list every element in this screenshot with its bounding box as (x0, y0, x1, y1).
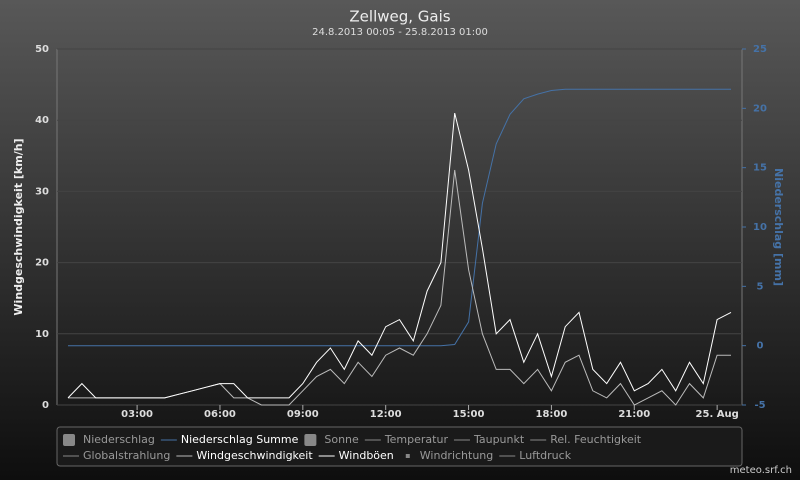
x-tick-label: 18:00 (535, 409, 567, 420)
legend-item[interactable]: Sonne (304, 433, 359, 446)
y-axis-title: Windgeschwindigkeit [km/h] (12, 138, 25, 315)
x-tick-label: 09:00 (287, 409, 319, 420)
chart-subtitle: 24.8.2013 00:05 - 25.8.2013 01:00 (312, 27, 488, 38)
legend-item[interactable]: Niederschlag (63, 433, 155, 446)
legend-item[interactable]: Niederschlag Summe (160, 433, 299, 446)
y2-tick-label: 15 (753, 163, 767, 174)
y-tick-label: 30 (35, 186, 49, 197)
legend-symbol (405, 454, 410, 458)
legend-symbol (304, 434, 317, 446)
legend-label: Sonne (324, 433, 359, 446)
series-line (68, 88, 731, 347)
legend-label: Globalstrahlung (83, 449, 170, 462)
credit: meteo.srf.ch (730, 465, 792, 476)
legend-label: Niederschlag Summe (181, 433, 299, 446)
legend-item[interactable]: Globalstrahlung (63, 449, 170, 462)
legend-item[interactable]: Rel. Feuchtigkeit (530, 433, 642, 446)
y2-tick-label: -5 (754, 400, 765, 411)
y2-tick-label: 0 (757, 341, 764, 352)
legend-label: Windrichtung (420, 449, 493, 462)
legend-item[interactable]: Luftdruck (499, 449, 572, 462)
y-tick-label: 20 (35, 258, 49, 269)
y2-tick-label: 20 (753, 103, 767, 114)
y-tick-label: 40 (35, 115, 49, 126)
legend-label: Windgeschwindigkeit (196, 449, 313, 462)
y2-tick-label: 5 (757, 281, 764, 292)
series-line (67, 112, 732, 399)
y-tick-label: 0 (42, 400, 49, 411)
legend-label: Taupunkt (473, 433, 525, 446)
y-tick-label: 50 (35, 44, 49, 55)
legend-box (56, 426, 743, 467)
legend-item[interactable]: Windgeschwindigkeit (176, 449, 313, 462)
y2-axis-title: Niederschlag [mm] (772, 168, 785, 286)
legend-label: Niederschlag (83, 433, 155, 446)
y-tick-label: 10 (35, 329, 49, 340)
x-tick-label: 06:00 (204, 409, 236, 420)
legend-label: Luftdruck (519, 449, 571, 462)
chart-title: Zellweg, Gais (349, 8, 450, 26)
x-tick-label: 12:00 (370, 409, 402, 420)
legend-symbol (63, 434, 75, 446)
legend-label: Temperatur (384, 433, 449, 446)
legend-label: Rel. Feuchtigkeit (550, 433, 642, 446)
x-tick-label: 25. Aug (696, 409, 739, 420)
legend-item[interactable]: Windböen (318, 449, 394, 462)
x-tick-label: 21:00 (618, 409, 650, 420)
y2-tick-label: 25 (753, 44, 767, 55)
legend-label: Windböen (339, 449, 394, 462)
legend-item[interactable]: Taupunkt (453, 433, 525, 446)
legend-item[interactable]: Windrichtung (400, 449, 493, 462)
y2-tick-label: 10 (753, 222, 767, 233)
x-tick-label: 03:00 (121, 409, 153, 420)
x-tick-label: 15:00 (453, 409, 485, 420)
legend-item[interactable]: Temperatur (364, 433, 449, 446)
